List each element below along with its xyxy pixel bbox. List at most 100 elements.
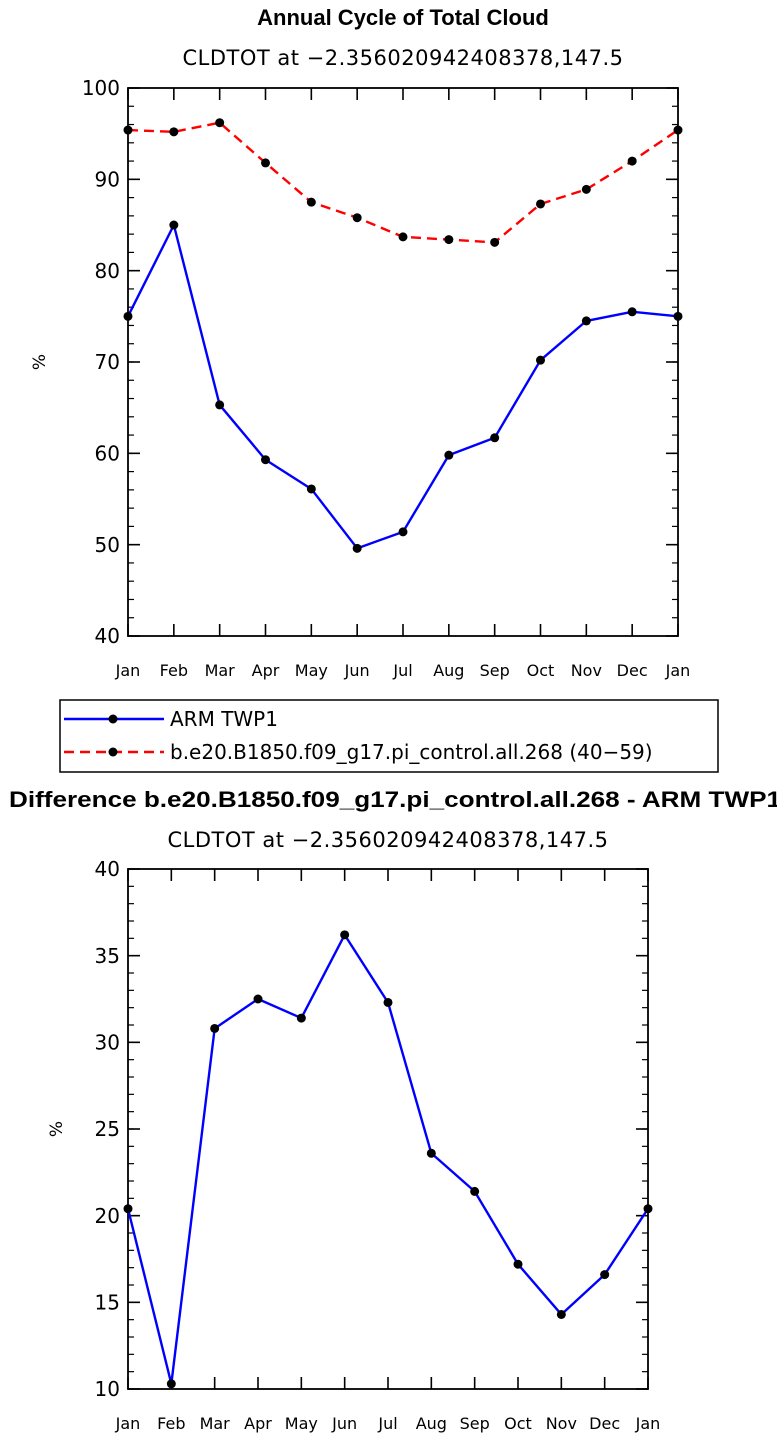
data-point bbox=[444, 235, 454, 245]
data-point bbox=[215, 400, 225, 410]
y-tick-label: 90 bbox=[95, 168, 120, 192]
x-tick-label: Jul bbox=[392, 661, 412, 680]
y-tick-label: 30 bbox=[95, 1031, 120, 1055]
chart-title: Annual Cycle of Total Cloud bbox=[257, 5, 549, 30]
x-tick-label: Nov bbox=[546, 1414, 577, 1433]
data-point bbox=[627, 156, 637, 166]
data-point bbox=[581, 316, 591, 326]
data-point bbox=[536, 199, 545, 209]
data-point bbox=[210, 1023, 220, 1033]
x-tick-label: Oct bbox=[527, 661, 555, 680]
y-axis-label: % bbox=[47, 1121, 67, 1137]
data-point bbox=[169, 127, 179, 137]
y-tick-label: 40 bbox=[95, 624, 120, 648]
chart-subtitle: CLDTOT at −2.356020942408378,147.5 bbox=[182, 46, 623, 70]
data-point bbox=[296, 1013, 306, 1023]
data-point bbox=[383, 997, 393, 1007]
x-tick-label: Dec bbox=[617, 661, 648, 680]
x-tick-label: Dec bbox=[589, 1414, 620, 1433]
x-tick-label: Jan bbox=[115, 661, 141, 680]
legend-marker-model bbox=[108, 747, 118, 757]
data-point bbox=[490, 433, 500, 443]
chart-subtitle: CLDTOT at −2.356020942408378,147.5 bbox=[167, 828, 608, 852]
data-point bbox=[261, 158, 270, 168]
y-tick-label: 20 bbox=[95, 1204, 120, 1228]
data-point bbox=[627, 307, 637, 317]
annual-cycle-chart: Annual Cycle of Total Cloud CLDTOT at −2… bbox=[30, 5, 719, 773]
legend-marker-arm bbox=[108, 714, 118, 724]
data-point bbox=[398, 527, 408, 537]
x-tick-label: Jan bbox=[665, 661, 691, 680]
legend-label-model: b.e20.B1850.f09_g17.pi_control.all.268 (… bbox=[170, 740, 653, 764]
x-tick-label: Jan bbox=[635, 1414, 661, 1433]
difference-chart: Difference b.e20.B1850.f09_g17.pi_contro… bbox=[9, 787, 777, 1433]
axes: 40 50 60 70 80 90 100 Jan Feb Mar Apr May Jun Jul Aug S… bbox=[82, 76, 691, 680]
data-point bbox=[513, 1259, 523, 1269]
data-point bbox=[643, 1204, 653, 1214]
data-point bbox=[306, 197, 316, 207]
x-tick-label: Feb bbox=[160, 661, 188, 680]
series-layer bbox=[123, 118, 683, 553]
data-point bbox=[352, 213, 362, 223]
series-line-1 bbox=[127, 121, 679, 244]
x-tick-label: Jan bbox=[115, 1414, 141, 1433]
x-tick-label: Mar bbox=[205, 661, 236, 680]
x-tick-label: Jun bbox=[331, 1414, 357, 1433]
y-tick-label: 80 bbox=[95, 259, 120, 283]
data-point bbox=[581, 184, 591, 194]
y-tick-label: 10 bbox=[95, 1377, 120, 1401]
series-line-0 bbox=[126, 223, 679, 550]
x-tick-label: Oct bbox=[504, 1414, 532, 1433]
data-point bbox=[215, 118, 225, 128]
y-tick-label: 35 bbox=[95, 944, 120, 968]
plot-frame bbox=[127, 868, 649, 1390]
y-tick-label: 15 bbox=[95, 1291, 120, 1315]
data-point bbox=[673, 125, 683, 135]
data-point bbox=[444, 450, 454, 460]
x-tick-label: Jul bbox=[377, 1414, 397, 1433]
data-point bbox=[123, 311, 133, 321]
x-tick-label: Sep bbox=[480, 661, 510, 680]
data-point bbox=[490, 237, 500, 247]
x-tick-label: Sep bbox=[460, 1414, 490, 1433]
y-axis-label: % bbox=[30, 354, 50, 370]
y-tick-label: 25 bbox=[95, 1117, 120, 1141]
data-point bbox=[123, 125, 133, 135]
data-point bbox=[340, 930, 350, 940]
data-point bbox=[556, 1309, 566, 1319]
data-point bbox=[166, 1379, 176, 1389]
x-tick-label: Jun bbox=[344, 661, 370, 680]
plot-frame bbox=[127, 87, 679, 637]
y-tick-label: 60 bbox=[95, 442, 120, 466]
y-tick-label: 50 bbox=[95, 533, 120, 557]
data-point bbox=[673, 311, 683, 321]
data-point bbox=[398, 232, 408, 242]
series-layer bbox=[123, 930, 653, 1389]
legend-label-arm: ARM TWP1 bbox=[170, 707, 278, 731]
y-tick-label: 100 bbox=[82, 76, 120, 100]
data-point bbox=[600, 1270, 610, 1280]
data-point bbox=[123, 1204, 133, 1214]
legend: ARM TWP1 b.e20.B1850.f09_g17.pi_control.… bbox=[59, 699, 719, 773]
x-tick-label: Mar bbox=[200, 1414, 231, 1433]
x-tick-label: May bbox=[295, 661, 328, 680]
data-point bbox=[536, 355, 545, 365]
x-tick-label: Apr bbox=[252, 661, 280, 680]
data-point bbox=[169, 220, 179, 230]
x-tick-label: Apr bbox=[244, 1414, 272, 1433]
y-tick-label: 40 bbox=[95, 857, 120, 881]
x-tick-label: May bbox=[285, 1414, 318, 1433]
data-point bbox=[253, 994, 263, 1004]
data-point bbox=[426, 1148, 436, 1158]
data-point bbox=[261, 455, 270, 465]
axes: 10 15 20 25 30 35 40 Jan Feb Mar Apr May Jun Jul Aug Se… bbox=[95, 857, 661, 1433]
data-point bbox=[306, 484, 316, 494]
chart-title: Difference b.e20.B1850.f09_g17.pi_contro… bbox=[9, 787, 777, 812]
data-point bbox=[352, 543, 362, 553]
y-tick-label: 70 bbox=[95, 350, 120, 374]
x-tick-label: Aug bbox=[433, 661, 464, 680]
x-tick-label: Nov bbox=[571, 661, 602, 680]
x-tick-label: Aug bbox=[416, 1414, 447, 1433]
x-tick-label: Feb bbox=[157, 1414, 185, 1433]
